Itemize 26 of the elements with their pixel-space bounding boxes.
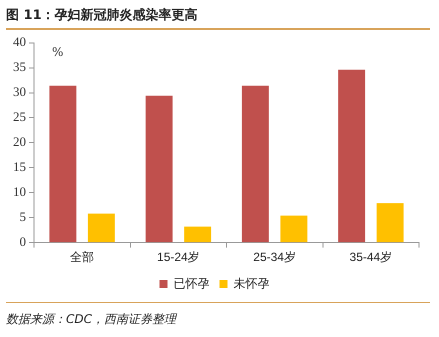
bar (338, 70, 366, 242)
y-tick-label: 10 (13, 184, 26, 200)
bar (146, 96, 173, 242)
x-tick-label: 35-44岁 (350, 250, 392, 264)
bar (88, 214, 115, 242)
x-tick-label: 25-34岁 (253, 250, 296, 264)
bar (280, 216, 308, 242)
y-axis-title: % (52, 44, 64, 59)
x-tick-label: 15-24岁 (157, 250, 200, 264)
y-tick-label: 20 (13, 134, 26, 150)
x-tick-label: 全部 (70, 250, 94, 264)
y-tick-label: 30 (13, 84, 26, 100)
bar (184, 226, 212, 242)
y-tick-label: 40 (13, 34, 26, 50)
y-tick-label: 5 (20, 209, 26, 224)
bar (49, 86, 76, 242)
y-tick-label: 35 (13, 59, 26, 74)
legend-label: 已怀孕 (174, 276, 210, 290)
bar (242, 86, 269, 242)
y-tick-label: 15 (13, 159, 26, 174)
y-tick-label: 25 (13, 109, 26, 124)
legend-label: 未怀孕 (234, 276, 270, 290)
source-note: 数据来源：CDC，西南证券整理 (6, 311, 176, 328)
bar (376, 203, 404, 242)
chart-title: 图 11：孕妇新冠肺炎感染率更高 (6, 6, 198, 24)
y-tick-label: 0 (20, 234, 26, 250)
